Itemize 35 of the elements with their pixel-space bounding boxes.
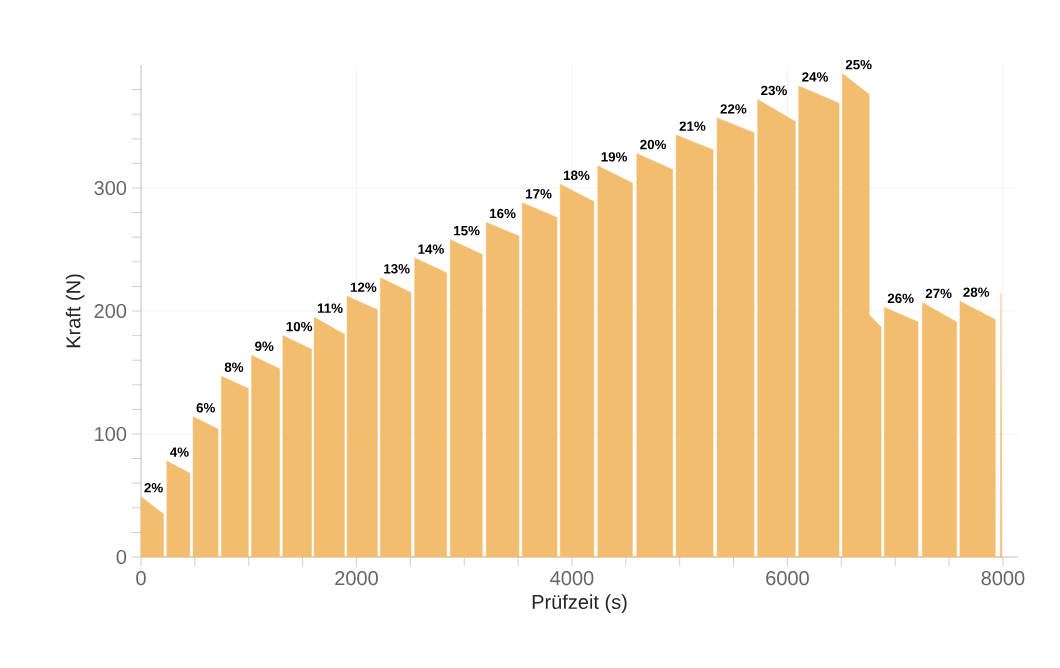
- annotation: 8%: [224, 362, 244, 372]
- annotation: 15%: [454, 225, 480, 236]
- x-tick-label: 0: [136, 571, 146, 586]
- annotation: 13%: [384, 264, 410, 274]
- x-tick-label: 4000: [550, 571, 594, 586]
- annotation: 22%: [720, 104, 747, 114]
- y-axis-title: Kraft (N): [65, 274, 85, 348]
- annotation: 16%: [490, 208, 516, 219]
- annotation: 4%: [170, 447, 189, 457]
- annotation: 9%: [255, 341, 274, 352]
- annotation: 11%: [317, 303, 343, 313]
- x-tick-label: 2000: [335, 571, 378, 586]
- annotation: 17%: [526, 189, 552, 199]
- y-tick-label: 0: [116, 549, 127, 565]
- annotation: 18%: [563, 170, 590, 181]
- annotation: 23%: [761, 85, 787, 96]
- annotation: 2%: [144, 483, 163, 493]
- annotation: 19%: [601, 152, 628, 162]
- y-tick-label: 100: [95, 426, 127, 442]
- annotation: 26%: [887, 293, 914, 304]
- annotation: 27%: [925, 288, 952, 299]
- annotation: 12%: [350, 282, 377, 292]
- annotation: 20%: [640, 139, 667, 150]
- x-tick-label: 8000: [981, 571, 1025, 586]
- annotation: 14%: [418, 244, 444, 254]
- annotation: 10%: [286, 321, 313, 332]
- annotation: 28%: [963, 287, 990, 297]
- annotation: 6%: [196, 403, 215, 413]
- x-tick-label: 6000: [766, 571, 809, 586]
- annotation: 24%: [802, 72, 829, 82]
- annotation: 25%: [845, 59, 872, 70]
- x-axis-title: Prüfzeit (s): [532, 594, 627, 613]
- y-tick-label: 300: [94, 180, 127, 196]
- annotation: 21%: [679, 121, 706, 131]
- y-tick-label: 200: [94, 303, 127, 319]
